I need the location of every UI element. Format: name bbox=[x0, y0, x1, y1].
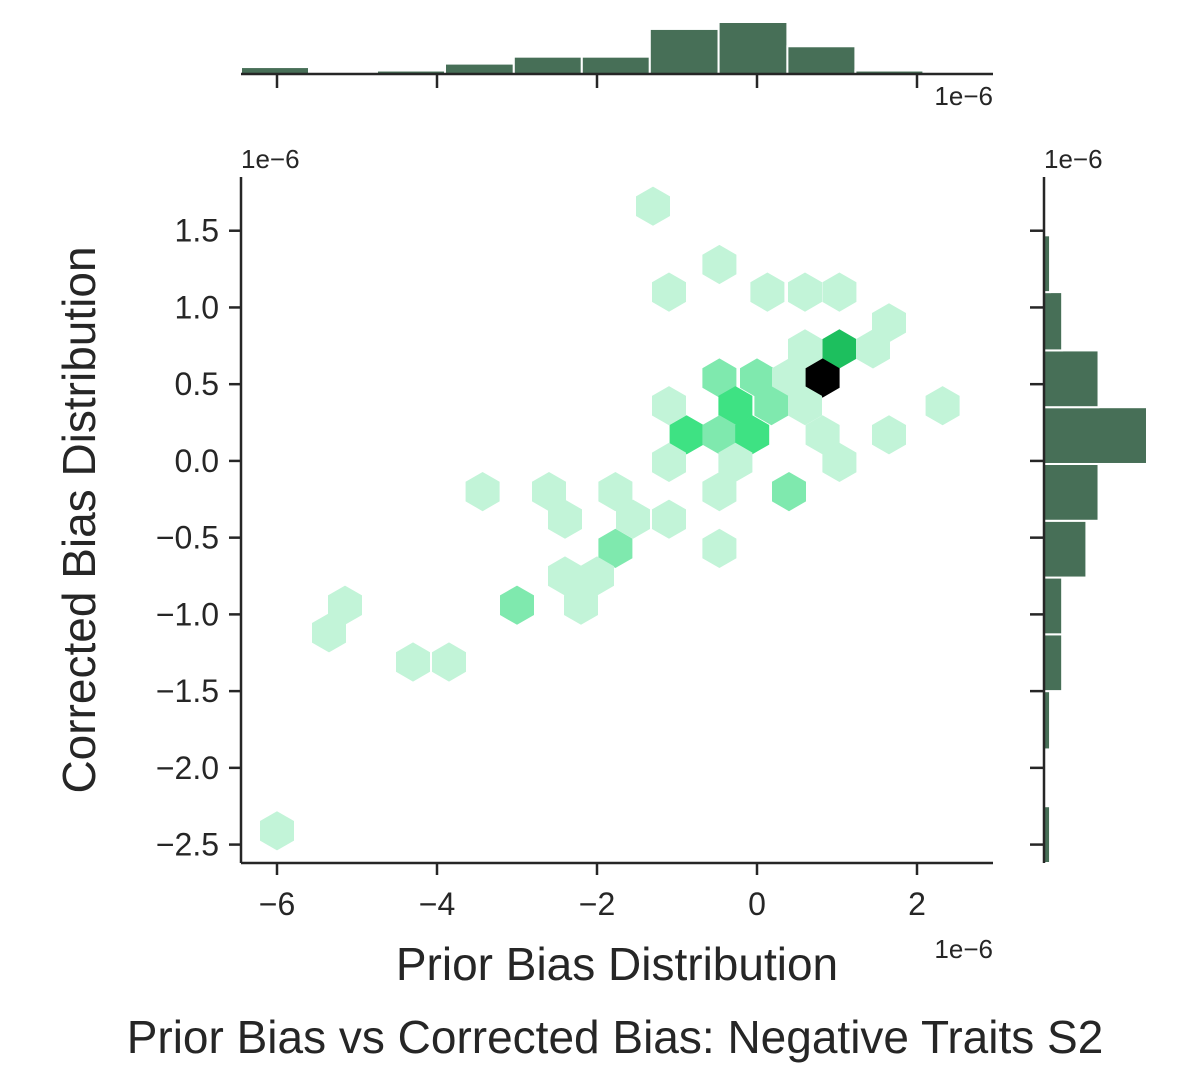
hexbin-cell bbox=[735, 415, 770, 455]
y-tick-label: −2.0 bbox=[156, 750, 219, 786]
x-tick-label: −4 bbox=[419, 886, 455, 922]
hexbin-cell bbox=[718, 442, 753, 482]
right-marginal-bar bbox=[1043, 462, 1100, 522]
hexbin-cell bbox=[822, 442, 857, 482]
top-marginal-scale-label: 1e−6 bbox=[934, 81, 993, 111]
hexbin-cell bbox=[702, 528, 737, 568]
hexbin-cell bbox=[564, 585, 598, 625]
y-tick-label: 0.5 bbox=[175, 366, 219, 402]
right-marginal-bar bbox=[1043, 519, 1088, 579]
hexbin-cell bbox=[616, 499, 650, 539]
hexbin-cell bbox=[652, 499, 686, 539]
x-axis-scale-label: 1e−6 bbox=[934, 934, 993, 964]
hexbin-cell bbox=[822, 272, 857, 312]
y-axis-scale-label: 1e−6 bbox=[241, 144, 300, 174]
right-marginal-bars bbox=[1043, 234, 1148, 864]
y-tick-label: −1.0 bbox=[156, 596, 219, 632]
hexbin-cell bbox=[580, 556, 614, 596]
hexbin-plot: −6 −4 −2 0 2 1.5 1.0 0.5 0.0 −0.5 −1.0 −1.5 −2.0 −2.… bbox=[53, 144, 993, 990]
y-tick-label: −0.5 bbox=[156, 520, 219, 556]
x-tick-label: −2 bbox=[579, 886, 615, 922]
hexbin-cell bbox=[636, 186, 670, 226]
hexbin-cell bbox=[718, 386, 753, 426]
hexbin-cell bbox=[548, 556, 582, 596]
y-tick-label: 1.0 bbox=[175, 289, 219, 325]
hexbin-cell bbox=[925, 386, 960, 426]
hexbin-cell bbox=[532, 472, 566, 512]
hexbin-cell bbox=[788, 329, 822, 369]
y-tick-label: 1.5 bbox=[175, 213, 219, 249]
y-tick-label: −1.5 bbox=[156, 673, 219, 709]
top-marginal-bars bbox=[240, 21, 925, 76]
top-marginal-bar bbox=[580, 55, 651, 76]
hexbin-cell bbox=[805, 358, 840, 398]
hexbin-cell bbox=[652, 272, 686, 312]
hexbin-cell bbox=[805, 415, 840, 455]
top-marginal-histogram: 1e−6 bbox=[240, 21, 993, 111]
hexbin-cell bbox=[465, 472, 500, 512]
x-tick-label: 0 bbox=[748, 886, 766, 922]
top-marginal-ticks bbox=[275, 74, 919, 88]
hexbin-cell bbox=[822, 329, 857, 369]
right-marginal-ticks bbox=[1030, 229, 1044, 846]
hexbin-cell bbox=[856, 329, 890, 369]
y-tick-label: −2.5 bbox=[156, 827, 219, 863]
hexbin-cell bbox=[312, 613, 346, 653]
hexbin-cell bbox=[500, 585, 534, 625]
hexbin-cell bbox=[652, 442, 686, 482]
hexbin-cell bbox=[772, 358, 806, 398]
hexbin-cell bbox=[872, 303, 906, 343]
right-marginal-scale-label: 1e−6 bbox=[1044, 144, 1103, 174]
right-marginal-bar bbox=[1043, 633, 1064, 693]
y-tick-label: 0.0 bbox=[175, 443, 219, 479]
top-marginal-bar bbox=[717, 21, 789, 75]
y-axis-ticks: 1.5 1.0 0.5 0.0 −0.5 −1.0 −1.5 −2.0 −2.5 bbox=[156, 213, 241, 863]
hexbin-cells bbox=[260, 186, 960, 851]
right-marginal-bar bbox=[1043, 291, 1064, 352]
x-axis-title: Prior Bias Distribution bbox=[396, 938, 838, 990]
hexbin-cell bbox=[328, 585, 362, 625]
right-marginal-bar bbox=[1043, 349, 1100, 409]
top-marginal-bar bbox=[512, 55, 583, 76]
hexbin-cell bbox=[669, 415, 704, 455]
figure-title: Prior Bias vs Corrected Bias: Negative T… bbox=[127, 1011, 1104, 1063]
hexbin-cell bbox=[750, 272, 785, 312]
hexbin-cell bbox=[872, 415, 906, 455]
hexbin-cell bbox=[260, 811, 294, 851]
top-marginal-bar bbox=[648, 27, 720, 75]
hexbin-cell bbox=[788, 386, 822, 426]
x-tick-label: 2 bbox=[908, 886, 926, 922]
hexbin-cell bbox=[548, 499, 582, 539]
top-marginal-bar bbox=[786, 45, 857, 75]
top-marginal-bar bbox=[444, 62, 515, 75]
right-marginal-bar bbox=[1043, 576, 1064, 636]
x-axis-ticks: −6 −4 −2 0 2 bbox=[259, 863, 926, 922]
hexbin-cell bbox=[598, 528, 633, 568]
hexbin-cell bbox=[598, 472, 633, 512]
hexbin-cell bbox=[754, 386, 789, 426]
x-tick-label: −6 bbox=[259, 886, 295, 922]
right-marginal-bar bbox=[1043, 406, 1148, 465]
right-marginal-histogram: 1e−6 bbox=[1030, 144, 1148, 864]
hexbin-cell bbox=[702, 358, 737, 398]
hexbin-cell bbox=[702, 472, 737, 512]
hexbin-cell bbox=[740, 358, 774, 398]
hexbin-cell bbox=[432, 642, 466, 682]
hexbin-cell bbox=[788, 272, 822, 312]
hexbin-cell bbox=[652, 386, 686, 426]
hexbin-cell bbox=[702, 244, 737, 285]
hexbin-cell bbox=[772, 472, 806, 512]
hexbin-cell bbox=[396, 642, 430, 682]
y-axis-title: Corrected Bias Distribution bbox=[53, 246, 105, 793]
hexbin-cell bbox=[702, 415, 737, 455]
